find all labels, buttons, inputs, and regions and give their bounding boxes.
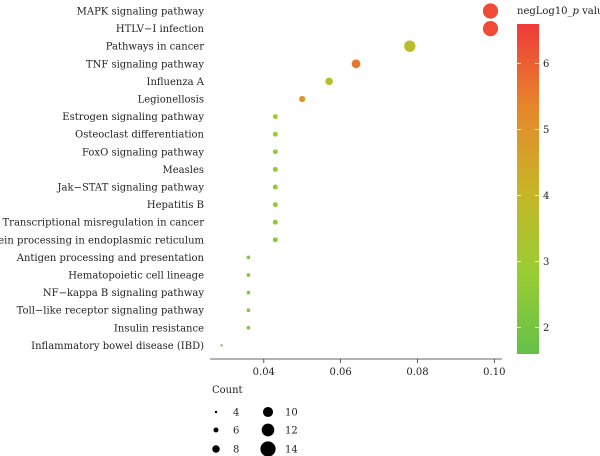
- y-category-label: Legionellosis: [138, 95, 204, 106]
- x-tick-label: 0.10: [483, 367, 505, 378]
- data-point: [246, 290, 251, 295]
- y-category-label: Influenza A: [147, 77, 205, 88]
- size-legend-label: 14: [285, 445, 298, 456]
- y-category-label: Estrogen signaling pathway: [62, 112, 204, 123]
- x-tick-label: 0.04: [253, 367, 275, 378]
- colorbar: [517, 24, 539, 354]
- y-category-label: TNF signaling pathway: [86, 59, 204, 70]
- data-point: [272, 166, 278, 172]
- data-point: [272, 149, 278, 155]
- y-category-label: Pathways in cancer: [106, 42, 205, 53]
- data-point: [272, 202, 278, 208]
- size-legend-dot: [260, 441, 276, 456]
- size-legend-entries: 4 6 8 10 12 14: [212, 406, 298, 456]
- data-point: [272, 184, 278, 190]
- colorbar-tick-label: 6: [543, 59, 549, 70]
- y-category-label: Measles: [163, 165, 205, 176]
- y-category-label: Protein processing in endoplasmic reticu…: [0, 235, 205, 246]
- size-legend-label: 12: [285, 426, 298, 437]
- data-point: [482, 21, 499, 37]
- data-point: [246, 308, 251, 313]
- y-category-label: FoxO signaling pathway: [82, 147, 204, 158]
- y-axis-labels: MAPK signaling pathway HTLV−I infection Pa…: [0, 7, 205, 352]
- data-point: [325, 77, 333, 86]
- y-category-label: Toll−like receptor signaling pathway: [17, 306, 205, 317]
- size-legend-dot: [212, 445, 220, 453]
- y-category-label: Jak−STAT signaling pathway: [57, 183, 205, 194]
- y-category-label: Hepatitis B: [147, 200, 204, 211]
- size-legend-label: 10: [285, 408, 298, 419]
- data-point: [299, 95, 306, 103]
- data-points: [220, 3, 499, 347]
- data-point: [272, 114, 278, 120]
- data-point: [482, 3, 499, 19]
- data-point: [246, 325, 251, 330]
- data-point: [272, 219, 278, 225]
- colorbar-tick-label: 4: [543, 191, 549, 202]
- data-point: [220, 344, 223, 347]
- size-legend-dot: [261, 423, 275, 437]
- size-legend-dot: [214, 410, 218, 414]
- x-tick-label: 0.08: [406, 367, 428, 378]
- data-point: [272, 237, 278, 243]
- y-category-label: Hematopoietic cell lineage: [68, 271, 204, 282]
- y-category-label: Insulin resistance: [114, 323, 204, 334]
- size-legend-label: 4: [233, 408, 239, 419]
- y-category-label: Inflammatory bowel disease (IBD): [31, 341, 204, 352]
- color-legend: negLog10_p value 2 3 4 5 6: [517, 6, 600, 354]
- y-category-label: NF−kappa B signaling pathway: [43, 288, 204, 299]
- colorbar-tick-label: 5: [543, 125, 549, 136]
- data-point: [246, 255, 251, 260]
- size-legend-dot: [262, 406, 274, 418]
- size-legend-label: 8: [233, 445, 239, 456]
- size-legend-label: 6: [233, 426, 239, 437]
- data-point: [351, 59, 361, 69]
- y-category-label: Osteoclast differentiation: [75, 130, 205, 141]
- colorbar-tick-label: 2: [543, 323, 549, 334]
- y-category-label: Antigen processing and presentation: [16, 253, 205, 264]
- x-tick-label: 0.06: [329, 367, 351, 378]
- data-point: [404, 40, 416, 52]
- colorbar-tick-label: 3: [543, 257, 549, 268]
- y-category-label: Transcriptional misregulation in cancer: [3, 218, 205, 229]
- data-point: [246, 273, 251, 277]
- size-legend: Count 4 6 8 10 12 14: [212, 385, 298, 456]
- data-point: [272, 131, 278, 137]
- x-axis-ticks: 0.04 0.06 0.08 0.10: [253, 359, 505, 378]
- y-category-label: HTLV−I infection: [116, 24, 205, 35]
- size-legend-title: Count: [212, 385, 243, 396]
- y-category-label: MAPK signaling pathway: [77, 7, 205, 18]
- colorbar-ticks: 2 3 4 5 6: [517, 59, 549, 334]
- size-legend-dot: [213, 427, 219, 433]
- color-legend-title: negLog10_p value: [517, 6, 600, 17]
